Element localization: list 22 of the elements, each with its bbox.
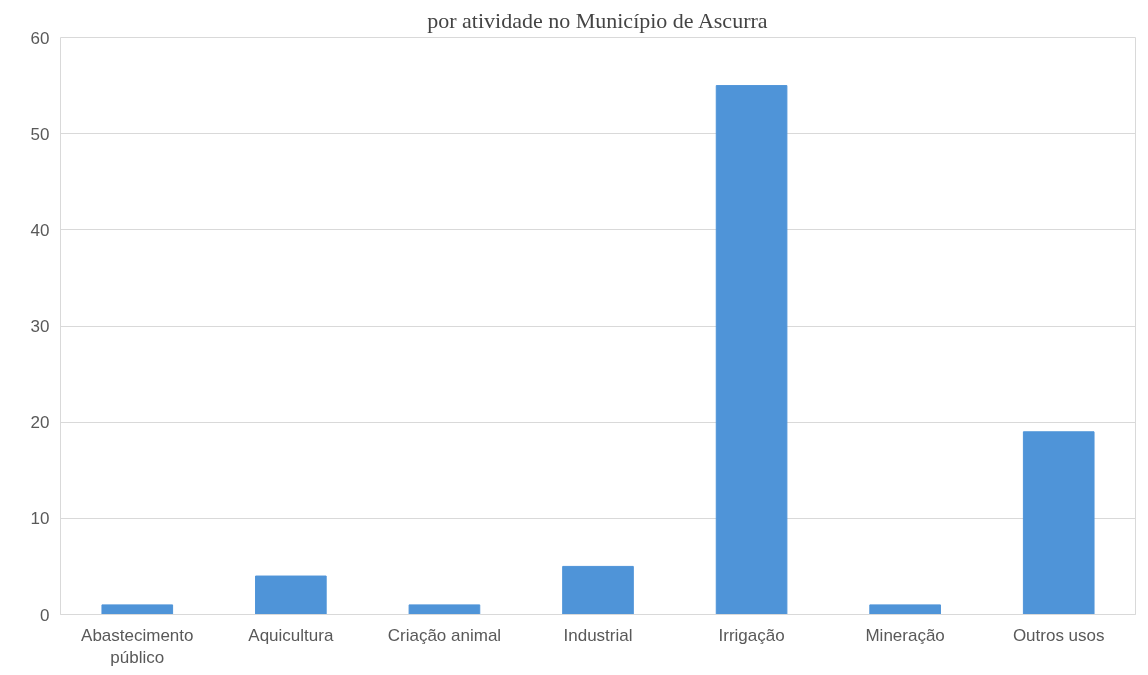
y-tick-label: 30 bbox=[30, 317, 50, 336]
chart-title: por atividade no Município de Ascurra bbox=[427, 7, 768, 33]
y-tick-label: 0 bbox=[40, 605, 50, 625]
x-tick-label: Outros usos bbox=[1012, 625, 1105, 645]
x-tick-label: Irrigação bbox=[718, 625, 785, 645]
bar bbox=[101, 604, 174, 615]
y-tick-label: 20 bbox=[30, 413, 50, 433]
x-tick-label: Mineração bbox=[865, 625, 945, 645]
bar bbox=[715, 85, 788, 615]
y-tick-label: 40 bbox=[30, 220, 50, 240]
bar bbox=[1022, 431, 1095, 615]
y-tick-label: 50 bbox=[30, 124, 50, 144]
bar bbox=[869, 604, 941, 615]
x-tick-label: Aquicultura bbox=[248, 625, 334, 645]
x-tick-label: Criação animal bbox=[387, 625, 502, 645]
bar bbox=[408, 604, 481, 615]
y-tick-label: 10 bbox=[30, 509, 50, 529]
bar bbox=[562, 565, 634, 615]
bar bbox=[255, 575, 327, 615]
x-tick-label: Industrial bbox=[563, 625, 633, 645]
y-tick-label: 60 bbox=[30, 28, 50, 48]
x-tick-label: Abastecimento público bbox=[81, 625, 194, 668]
